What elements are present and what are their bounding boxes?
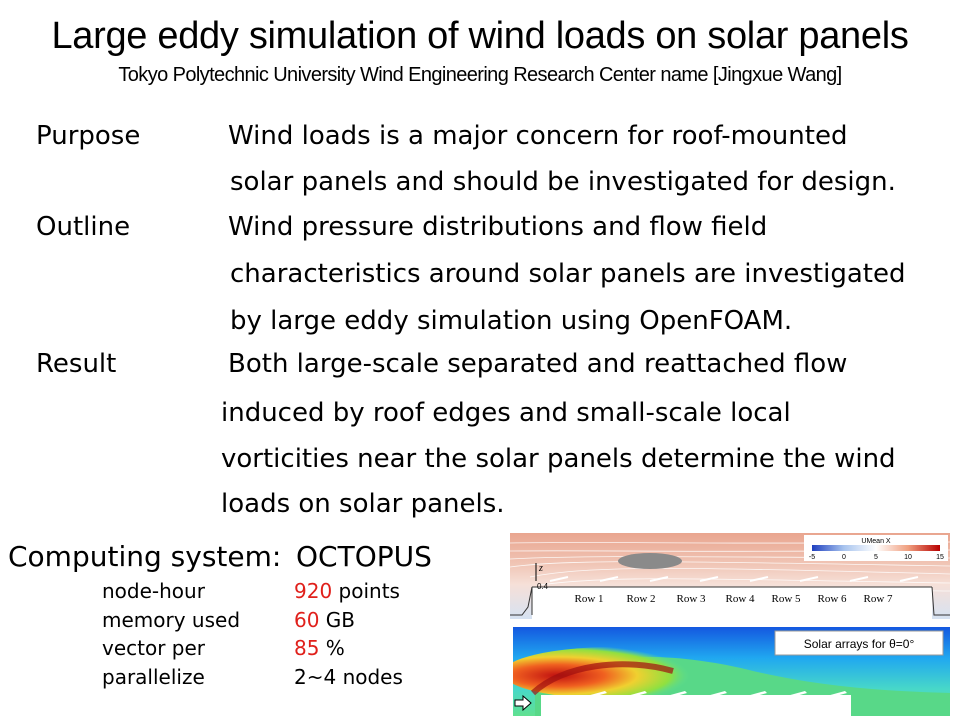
result-label: Result (36, 349, 117, 379)
result-line: vorticities near the solar panels determ… (221, 444, 896, 474)
purpose-line: solar panels and should be investigated … (230, 167, 896, 197)
spec-value: 920 points (294, 579, 400, 603)
spec-label: parallelize (102, 665, 205, 689)
spec-number: 60 (294, 608, 320, 632)
colorbar-tick: 15 (936, 554, 944, 561)
page-subtitle: Tokyo Polytechnic University Wind Engine… (118, 64, 842, 86)
spec-label: vector per (102, 636, 206, 660)
spec-value: 60 GB (294, 608, 355, 632)
result-line: Both large-scale separated and reattache… (228, 349, 848, 379)
computing-system: OCTOPUS (296, 540, 432, 573)
colorbar (812, 545, 940, 551)
z-axis-label: z (538, 563, 543, 574)
row-label: Row 1 (574, 593, 603, 605)
legend-box (774, 630, 944, 656)
flow-field-figure: Solar arrays for θ=0° (513, 627, 950, 716)
colorbar-tick: -5 (809, 554, 815, 561)
purpose-label: Purpose (36, 121, 141, 151)
outline-line: by large eddy simulation using OpenFOAM. (230, 306, 793, 336)
row-label: Row 6 (817, 593, 847, 605)
velocity-contour-figure: z 0.4 UMean X -5 0 5 10 15 Row 1 Row 2 R… (510, 533, 950, 619)
solar-panel-rows (549, 576, 919, 582)
outline-line: characteristics around solar panels are … (230, 259, 906, 289)
spec-label: memory used (102, 608, 241, 632)
row-label: Row 3 (676, 593, 706, 605)
page-title: Large eddy simulation of wind loads on s… (51, 15, 909, 57)
wind-direction-arrow (514, 694, 532, 712)
colorbar-title: UMean X (861, 538, 891, 545)
computing-heading: Computing system: (8, 540, 282, 573)
vortex-marker (618, 553, 682, 569)
spec-unit: % (319, 636, 345, 660)
colorbar-tick: 0 (842, 554, 846, 561)
colorbar-tick: 5 (874, 554, 878, 561)
outline-line: Wind pressure distributions and flow fie… (228, 212, 768, 242)
legend-text: Solar arrays for θ=0° (804, 637, 915, 651)
spec-number: 920 (294, 579, 333, 603)
colorbar-tick: 10 (904, 554, 912, 561)
spec-label: node-hour (102, 579, 205, 603)
z-axis-tick: 0.4 (537, 582, 549, 591)
spec-unit: 2~4 nodes (294, 665, 403, 689)
row-label: Row 7 (863, 593, 893, 605)
spec-value: 2~4 nodes (294, 665, 403, 689)
row-label: Row 5 (771, 593, 801, 605)
result-line: induced by roof edges and small-scale lo… (221, 398, 791, 428)
outline-label: Outline (36, 212, 131, 242)
spec-value: 85 % (294, 636, 345, 660)
purpose-line: Wind loads is a major concern for roof-m… (228, 121, 848, 151)
spec-unit: points (332, 579, 400, 603)
row-label: Row 4 (725, 593, 755, 605)
row-label: Row 2 (626, 593, 655, 605)
result-line: loads on solar panels. (221, 489, 505, 519)
spec-number: 85 (294, 636, 320, 660)
spec-unit: GB (319, 608, 356, 632)
